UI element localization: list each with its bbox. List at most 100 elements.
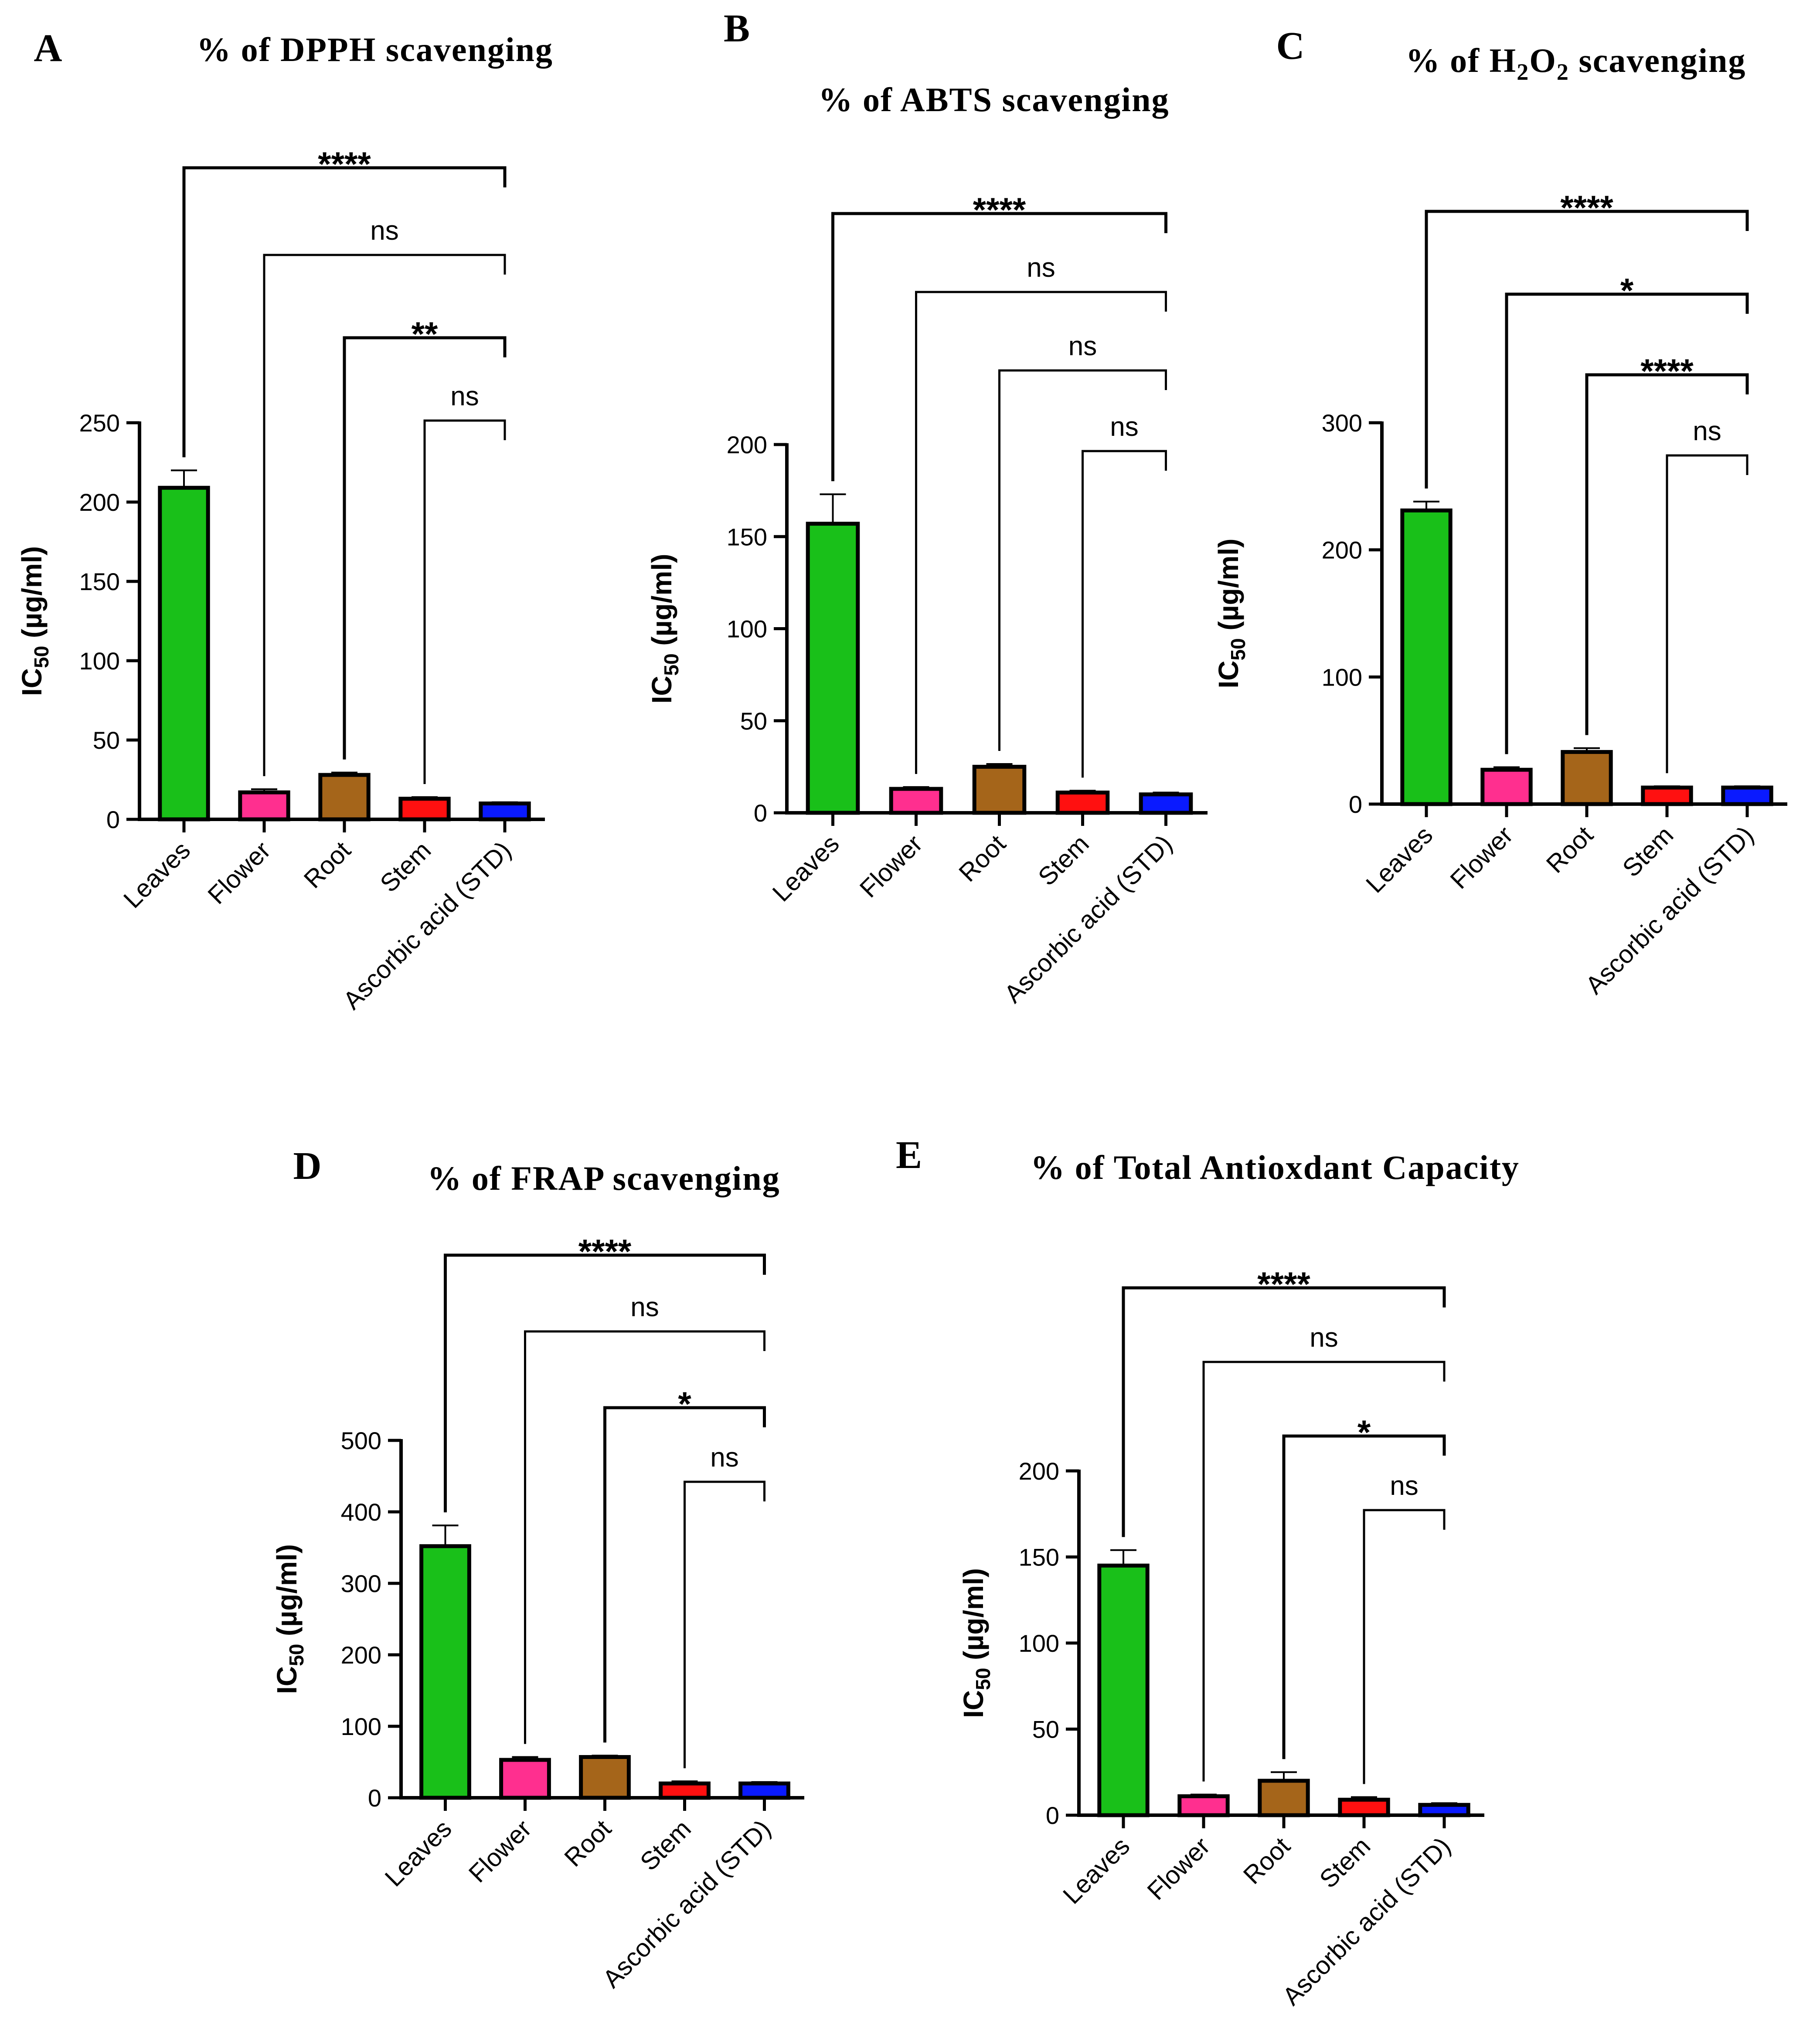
bar-flower <box>238 790 290 822</box>
y-tick-label: 250 <box>79 409 120 437</box>
chart-title: % of FRAP scavenging <box>427 1159 780 1197</box>
bar-flower <box>1480 767 1533 806</box>
significance-label: **** <box>973 190 1026 229</box>
bar-flower <box>889 787 943 815</box>
significance-label: ns <box>370 216 398 246</box>
y-axis-label: IC50 (µg/ml) <box>958 1568 994 1718</box>
y-tick-label: 200 <box>1322 536 1362 564</box>
y-tick-label: 0 <box>754 799 767 827</box>
y-tick-label: 400 <box>341 1498 381 1526</box>
panel-letter: D <box>293 1144 322 1188</box>
significance-bracket <box>831 212 1167 482</box>
significance-label: ns <box>1390 1471 1418 1501</box>
category-label: Stem <box>1314 1832 1376 1894</box>
y-tick-label: 100 <box>727 615 767 643</box>
significance-bracket <box>182 166 507 458</box>
chart-panel-C: C % of H2O2 scavenging 0 100 200 300 IC50 (µg/… <box>1213 24 1787 1000</box>
category-label: Root <box>299 836 357 894</box>
significance-bracket <box>1425 210 1749 489</box>
chart-title: % of Total Antioxdant Capacity <box>1031 1148 1520 1186</box>
category-label: Stem <box>1617 821 1679 883</box>
y-tick-label: 50 <box>740 707 767 735</box>
significance-bracket <box>524 1330 765 1744</box>
y-tick-label: 0 <box>106 806 120 833</box>
chart-panel-E: E % of Total Antioxdant Capacity 0 50 100 150… <box>896 1134 1520 2011</box>
significance-bracket <box>603 1406 766 1743</box>
y-tick-label: 150 <box>727 523 767 550</box>
y-axis-label: IC50 (µg/ml) <box>16 546 53 696</box>
panel-letter: C <box>1276 24 1305 68</box>
y-tick-label: 150 <box>1019 1544 1059 1571</box>
category-label: Leaves <box>1058 1832 1135 1909</box>
y-tick-label: 100 <box>1019 1630 1059 1657</box>
bar-ascorbic-acid-std- <box>1418 1803 1470 1817</box>
significance-label: **** <box>318 145 371 183</box>
category-label: Root <box>953 829 1011 887</box>
category-label: Leaves <box>1361 821 1438 898</box>
category-label: Flower <box>463 1814 537 1888</box>
significance-label: ns <box>1068 331 1097 361</box>
significance-bracket <box>444 1253 766 1513</box>
chart-panel-D: D % of FRAP scavenging 0 100 200 300 400 500 IC5… <box>271 1144 804 1993</box>
panel-letter: A <box>34 27 62 70</box>
category-label: Stem <box>1033 829 1095 891</box>
bar-root <box>1561 750 1613 806</box>
significance-label: ns <box>1310 1323 1338 1353</box>
bar-leaves <box>1097 1563 1150 1817</box>
y-tick-label: 300 <box>341 1570 381 1597</box>
category-label: Root <box>559 1814 617 1872</box>
significance-label: ns <box>710 1443 738 1473</box>
category-label: Flower <box>1142 1832 1215 1905</box>
category-label: Leaves <box>118 836 196 913</box>
significance-label: ns <box>630 1292 659 1322</box>
significance-bracket <box>263 254 506 776</box>
significance-bracket <box>684 1480 765 1769</box>
bar-flower <box>1177 1794 1230 1817</box>
y-tick-label: 200 <box>79 489 120 516</box>
y-tick-label: 200 <box>727 431 767 458</box>
bar-leaves <box>1400 508 1453 806</box>
significance-label: **** <box>1257 1265 1310 1303</box>
y-tick-label: 100 <box>1322 663 1362 691</box>
category-label: Stem <box>375 836 437 898</box>
significance-bracket <box>1202 1361 1446 1782</box>
category-label: Leaves <box>767 829 844 907</box>
category-label: Flower <box>854 829 928 903</box>
significance-label: * <box>1620 271 1634 309</box>
bar-leaves <box>419 1544 471 1800</box>
significance-bracket <box>1282 1434 1446 1759</box>
bar-ascorbic-acid-std- <box>1139 792 1193 815</box>
panel-letter: B <box>724 7 750 50</box>
y-tick-label: 100 <box>79 647 120 675</box>
category-label: Leaves <box>379 1814 457 1892</box>
y-tick-label: 50 <box>93 727 120 754</box>
category-label: Flower <box>1445 821 1518 894</box>
significance-label: **** <box>1640 352 1694 390</box>
bar-root <box>1258 1779 1310 1817</box>
significance-label: ** <box>412 315 438 353</box>
significance-label: **** <box>578 1232 632 1270</box>
bar-ascorbic-acid-std- <box>738 1781 790 1800</box>
significance-label: ns <box>1110 412 1138 442</box>
y-tick-label: 200 <box>1019 1457 1059 1485</box>
y-axis-label: IC50 (µg/ml) <box>1213 538 1249 688</box>
y-tick-label: 50 <box>1032 1716 1059 1743</box>
bar-flower <box>499 1758 551 1800</box>
y-tick-label: 500 <box>341 1427 381 1454</box>
significance-label: * <box>1357 1413 1371 1451</box>
category-label: Root <box>1238 1832 1296 1890</box>
y-tick-label: 100 <box>341 1713 381 1740</box>
bar-root <box>318 773 371 822</box>
significance-bracket <box>998 369 1167 751</box>
chart-panel-A: A % of DPPH scavenging 0 50 100 150 200 250 IC50… <box>16 27 552 1015</box>
bar-leaves <box>806 522 860 815</box>
bar-root <box>579 1755 631 1800</box>
significance-bracket <box>915 291 1167 774</box>
bar-ascorbic-acid-std- <box>479 801 531 822</box>
significance-bracket <box>423 419 506 784</box>
category-label: Ascorbic acid (STD) <box>999 829 1178 1008</box>
bar-stem <box>398 797 451 822</box>
category-label: Root <box>1541 821 1599 879</box>
y-tick-label: 0 <box>1046 1802 1059 1829</box>
significance-bracket <box>1082 450 1167 778</box>
